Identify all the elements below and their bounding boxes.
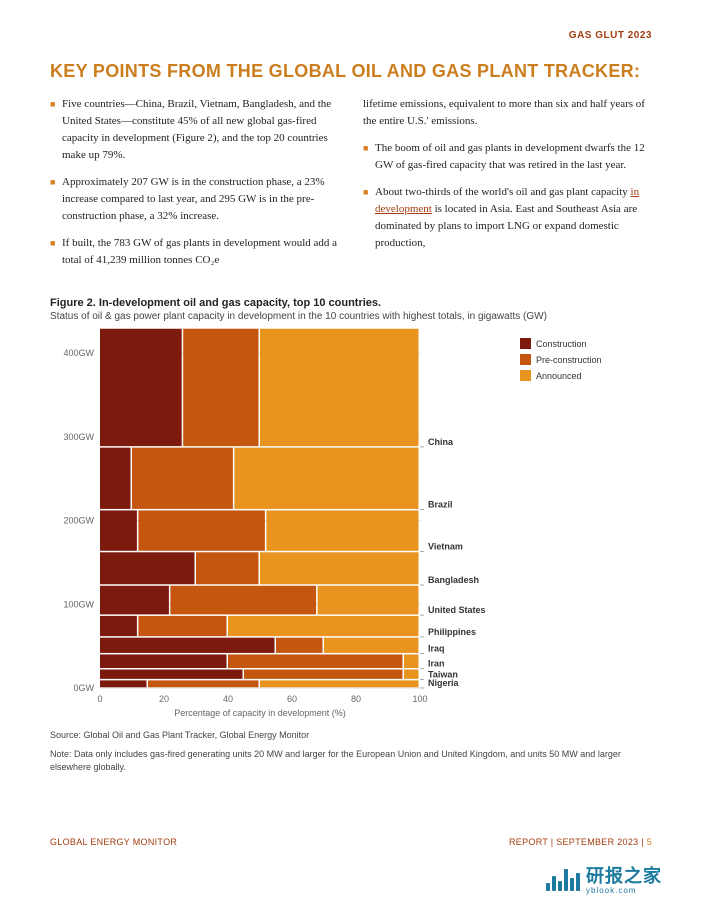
chart-svg: 0GW 100GW 200GW 300GW 400GW 0 20 40 60 80 100 Perce… (50, 328, 650, 723)
list-item: ■ About two-thirds of the world's oil an… (363, 184, 652, 252)
bullet-icon: ■ (50, 96, 62, 164)
footer-left: GLOBAL ENERGY MONITOR (50, 837, 177, 847)
page-footer: GLOBAL ENERGY MONITOR REPORT | SEPTEMBER… (50, 837, 652, 847)
footer-prefix: REPORT | SEPTEMBER 2023 | (509, 837, 644, 847)
svg-text:0GW: 0GW (73, 683, 94, 693)
svg-text:400GW: 400GW (63, 349, 94, 359)
figure-title: Figure 2. In-development oil and gas cap… (50, 297, 652, 309)
svg-text:Iran: Iran (428, 659, 445, 669)
body-columns: ■ Five countries—China, Brazil, Vietnam,… (50, 96, 652, 279)
header-tag: GAS GLUT 2023 (50, 30, 652, 41)
svg-text:Vietnam: Vietnam (428, 542, 463, 552)
footer-right: REPORT | SEPTEMBER 2023 | 5 (509, 837, 652, 847)
svg-text:200GW: 200GW (63, 516, 94, 526)
bullet-icon: ■ (50, 235, 62, 269)
svg-text:Pre-construction: Pre-construction (536, 355, 602, 365)
bullet-text: Five countries—China, Brazil, Vietnam, B… (62, 96, 339, 164)
svg-text:40: 40 (223, 694, 233, 704)
svg-text:100GW: 100GW (63, 600, 94, 610)
svg-text:20: 20 (159, 694, 169, 704)
figure-note: Note: Data only includes gas-fired gener… (50, 748, 652, 773)
bullet-text: The boom of oil and gas plants in develo… (375, 140, 652, 174)
svg-text:Construction: Construction (536, 339, 587, 349)
figure-source: Source: Global Oil and Gas Plant Tracker… (50, 729, 652, 742)
right-column: lifetime emissions, equivalent to more t… (363, 96, 652, 279)
svg-text:300GW: 300GW (63, 432, 94, 442)
svg-text:60: 60 (287, 694, 297, 704)
svg-text:United States: United States (428, 606, 486, 616)
bullet-text: Approximately 207 GW is in the construct… (62, 174, 339, 225)
svg-text:Bangladesh: Bangladesh (428, 575, 479, 585)
svg-text:0: 0 (97, 694, 102, 704)
bullet-text-with-link: About two-thirds of the world's oil and … (375, 184, 652, 252)
svg-text:100: 100 (412, 694, 427, 704)
svg-text:Announced: Announced (536, 371, 582, 381)
bullet-icon: ■ (50, 174, 62, 225)
svg-text:Nigeria: Nigeria (428, 678, 460, 688)
inline-link[interactable]: in development (375, 186, 639, 215)
footer-page: 5 (647, 837, 652, 847)
svg-text:Iraq: Iraq (428, 644, 445, 654)
chart-container: 0GW 100GW 200GW 300GW 400GW 0 20 40 60 80 100 Perce… (50, 328, 652, 723)
bullet-icon: ■ (363, 184, 375, 252)
svg-text:Brazil: Brazil (428, 500, 453, 510)
list-item: ■ Five countries—China, Brazil, Vietnam,… (50, 96, 339, 164)
svg-text:Percentage of capacity in deve: Percentage of capacity in development (%… (174, 708, 346, 718)
list-item: ■ Approximately 207 GW is in the constru… (50, 174, 339, 225)
svg-text:China: China (428, 437, 454, 447)
figure-subtitle: Status of oil & gas power plant capacity… (50, 311, 652, 322)
svg-text:80: 80 (351, 694, 361, 704)
svg-text:Philippines: Philippines (428, 627, 476, 637)
page-title: KEY POINTS FROM THE GLOBAL OIL AND GAS P… (50, 61, 652, 82)
watermark: 研报之家 yblook.com (546, 862, 662, 895)
watermark-bars-icon (546, 867, 580, 891)
list-item: ■ The boom of oil and gas plants in deve… (363, 140, 652, 174)
list-item: ■ If built, the 783 GW of gas plants in … (50, 235, 339, 269)
left-column: ■ Five countries—China, Brazil, Vietnam,… (50, 96, 339, 279)
bullet-text: If built, the 783 GW of gas plants in de… (62, 235, 339, 269)
bullet-icon: ■ (363, 140, 375, 174)
continuation-text: lifetime emissions, equivalent to more t… (363, 96, 652, 130)
watermark-cn: 研报之家 (586, 862, 662, 888)
